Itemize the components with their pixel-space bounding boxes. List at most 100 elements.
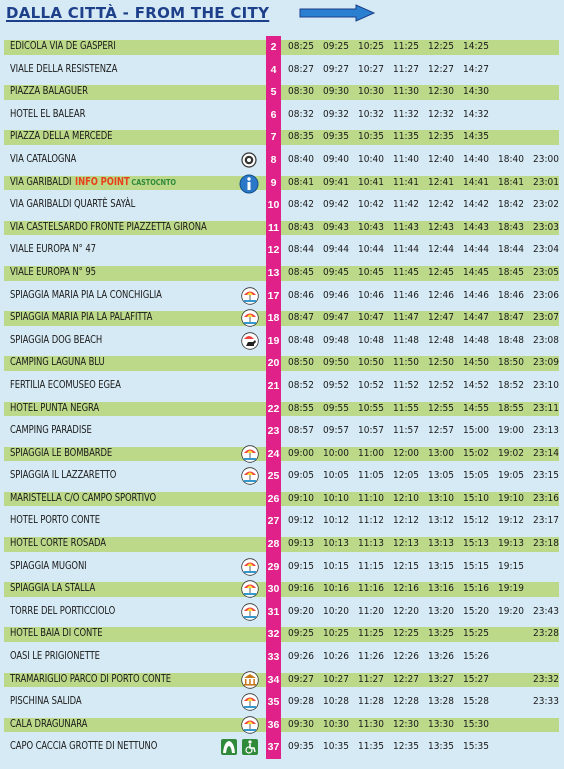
- departure-time: 12:05: [393, 470, 419, 482]
- stop-number: 20: [266, 352, 281, 375]
- departure-time: 14:32: [463, 108, 489, 120]
- stop-name-text: CAPO CACCIA GROTTE DI NETTUNO: [10, 741, 158, 753]
- stop-name: SPIAGGIA MARIA PIA LA CONCHIGLIA: [10, 285, 162, 308]
- table-row: VIA CATALOGNA 8 08:40 09:40 10:40 11:40 12:40 1…: [0, 148, 564, 172]
- departure-time: 08:47: [288, 312, 314, 324]
- departure-time: 08:57: [288, 425, 314, 437]
- departure-time: 10:46: [358, 289, 384, 301]
- stop-name: FERTILIA ECOMUSEO EGEA: [10, 375, 121, 398]
- departure-time: 10:41: [358, 176, 384, 188]
- stop-name: SPIAGGIA LA STALLA: [10, 578, 95, 601]
- departure-time: 10:55: [358, 402, 384, 414]
- departure-time: 10:50: [358, 357, 384, 369]
- stop-name-text: PIAZZA BALAGUER: [10, 86, 88, 98]
- stop-number: 26: [266, 487, 281, 511]
- beach-icon: [241, 444, 259, 472]
- arrow-right-icon: [299, 4, 376, 22]
- info-point-label: INFO POINT: [75, 176, 130, 188]
- departure-time: 10:42: [358, 199, 384, 211]
- departure-time: 09:20: [288, 605, 314, 617]
- departure-time: 12:16: [393, 583, 419, 595]
- departure-time: 12:42: [428, 199, 454, 211]
- departure-time: 11:48: [393, 334, 419, 346]
- departure-time: 09:48: [323, 334, 349, 346]
- stop-number: 11: [266, 216, 281, 240]
- stop-name-text: VIALE EUROPA N° 95: [10, 266, 96, 278]
- stop-name: PIAZZA DELLA MERCEDE: [10, 126, 112, 149]
- departure-time: 11:44: [393, 244, 419, 256]
- stop-name-text: CAMPING PARADISE: [10, 425, 92, 437]
- table-row: VIA GARIBALDI QUARTÈ SAYÀL 10 08:42 09:42 10…: [0, 194, 564, 217]
- departure-time: 13:30: [428, 718, 454, 730]
- departure-time: 11:50: [393, 357, 419, 369]
- departure-time: 15:27: [463, 673, 489, 685]
- departure-time: 23:17: [533, 515, 559, 527]
- table-row: TORRE DEL PORTICCIOLO 31 09:20 10:20 11:20 12…: [0, 600, 564, 624]
- stop-name: CAMPING LAGUNA BLU: [10, 352, 105, 375]
- departure-time: 11:35: [393, 131, 419, 143]
- departure-time: 23:18: [533, 538, 559, 550]
- departure-time: 14:27: [463, 63, 489, 75]
- stop-number: 18: [266, 307, 281, 330]
- departure-time: 15:25: [463, 628, 489, 640]
- departure-time: 11:41: [393, 176, 419, 188]
- stop-name: EDICOLA VIA DE GASPERI: [10, 36, 116, 59]
- departure-time: 08:32: [288, 108, 314, 120]
- departure-time: 23:06: [533, 289, 559, 301]
- stop-number: 25: [266, 465, 281, 488]
- departure-time: 09:43: [323, 221, 349, 233]
- stop-number: 30: [266, 578, 281, 601]
- departure-time: 23:28: [533, 628, 559, 640]
- departure-time: 18:43: [498, 221, 524, 233]
- departure-time: 12:10: [393, 492, 419, 504]
- stop-name-text: CAMPING LAGUNA BLU: [10, 357, 105, 369]
- departure-time: 12:28: [393, 696, 419, 708]
- stop-number: 5: [266, 81, 281, 104]
- table-row: MARISTELLA C/O CAMPO SPORTIVO 26 09:10 10:1…: [0, 487, 564, 511]
- departure-time: 23:07: [533, 312, 559, 324]
- departure-time: 10:05: [323, 470, 349, 482]
- departure-time: 10:25: [323, 628, 349, 640]
- departure-time: 10:15: [323, 560, 349, 572]
- departure-time: 11:30: [358, 718, 384, 730]
- stop-number: 28: [266, 533, 281, 556]
- departure-time: 11:10: [358, 492, 384, 504]
- departure-time: 14:52: [463, 379, 489, 391]
- row-highlight: [4, 446, 559, 462]
- stop-name: PISCHINA SALIDA: [10, 691, 82, 714]
- departure-time: 11:26: [358, 651, 384, 663]
- stop-name: HOTEL PUNTA NEGRA: [10, 398, 99, 421]
- stop-number: 37: [266, 736, 281, 759]
- departure-time: 23:16: [533, 492, 559, 504]
- departure-time: 15:10: [463, 492, 489, 504]
- stop-name: VIA GARIBALDI QUARTÈ SAYÀL: [10, 194, 135, 217]
- stop-name: HOTEL PORTO CONTE: [10, 510, 100, 533]
- stop-number: 29: [266, 555, 281, 579]
- departure-time: 18:50: [498, 357, 524, 369]
- departure-time: 12:30: [393, 718, 419, 730]
- departure-time: 10:25: [358, 41, 384, 52]
- stop-name: PIAZZA BALAGUER: [10, 81, 88, 104]
- table-row: HOTEL PORTO CONTE 27 09:12 10:12 11:12 12:12 1…: [0, 510, 564, 534]
- row-highlight: [4, 401, 559, 417]
- departure-time: 10:16: [323, 583, 349, 595]
- departure-time: 12:20: [393, 605, 419, 617]
- stop-name-text: TORRE DEL PORTICCIOLO: [10, 605, 116, 617]
- departure-time: 14:35: [463, 131, 489, 143]
- beach-icon: [241, 557, 259, 585]
- departure-time: 15:13: [463, 538, 489, 550]
- table-row: OASI LE PRIGIONETTE 33 09:26 10:26 11:26 12:2…: [0, 646, 564, 669]
- departure-time: 09:40: [323, 153, 349, 165]
- departure-time: 14:47: [463, 312, 489, 324]
- departure-time: 23:32: [533, 673, 559, 685]
- departure-time: 18:41: [498, 176, 524, 188]
- departure-time: 19:15: [498, 560, 524, 572]
- departure-time: 09:47: [323, 312, 349, 324]
- departure-time: 11:13: [358, 538, 384, 550]
- departure-time: 11:57: [393, 425, 419, 437]
- departure-time: 14:30: [463, 86, 489, 98]
- departure-time: 10:45: [358, 266, 384, 278]
- departure-time: 14:48: [463, 334, 489, 346]
- table-row: VIALE EUROPA N° 95 13 08:45 09:45 10:45 11:45…: [0, 261, 564, 285]
- row-highlight: [4, 582, 559, 597]
